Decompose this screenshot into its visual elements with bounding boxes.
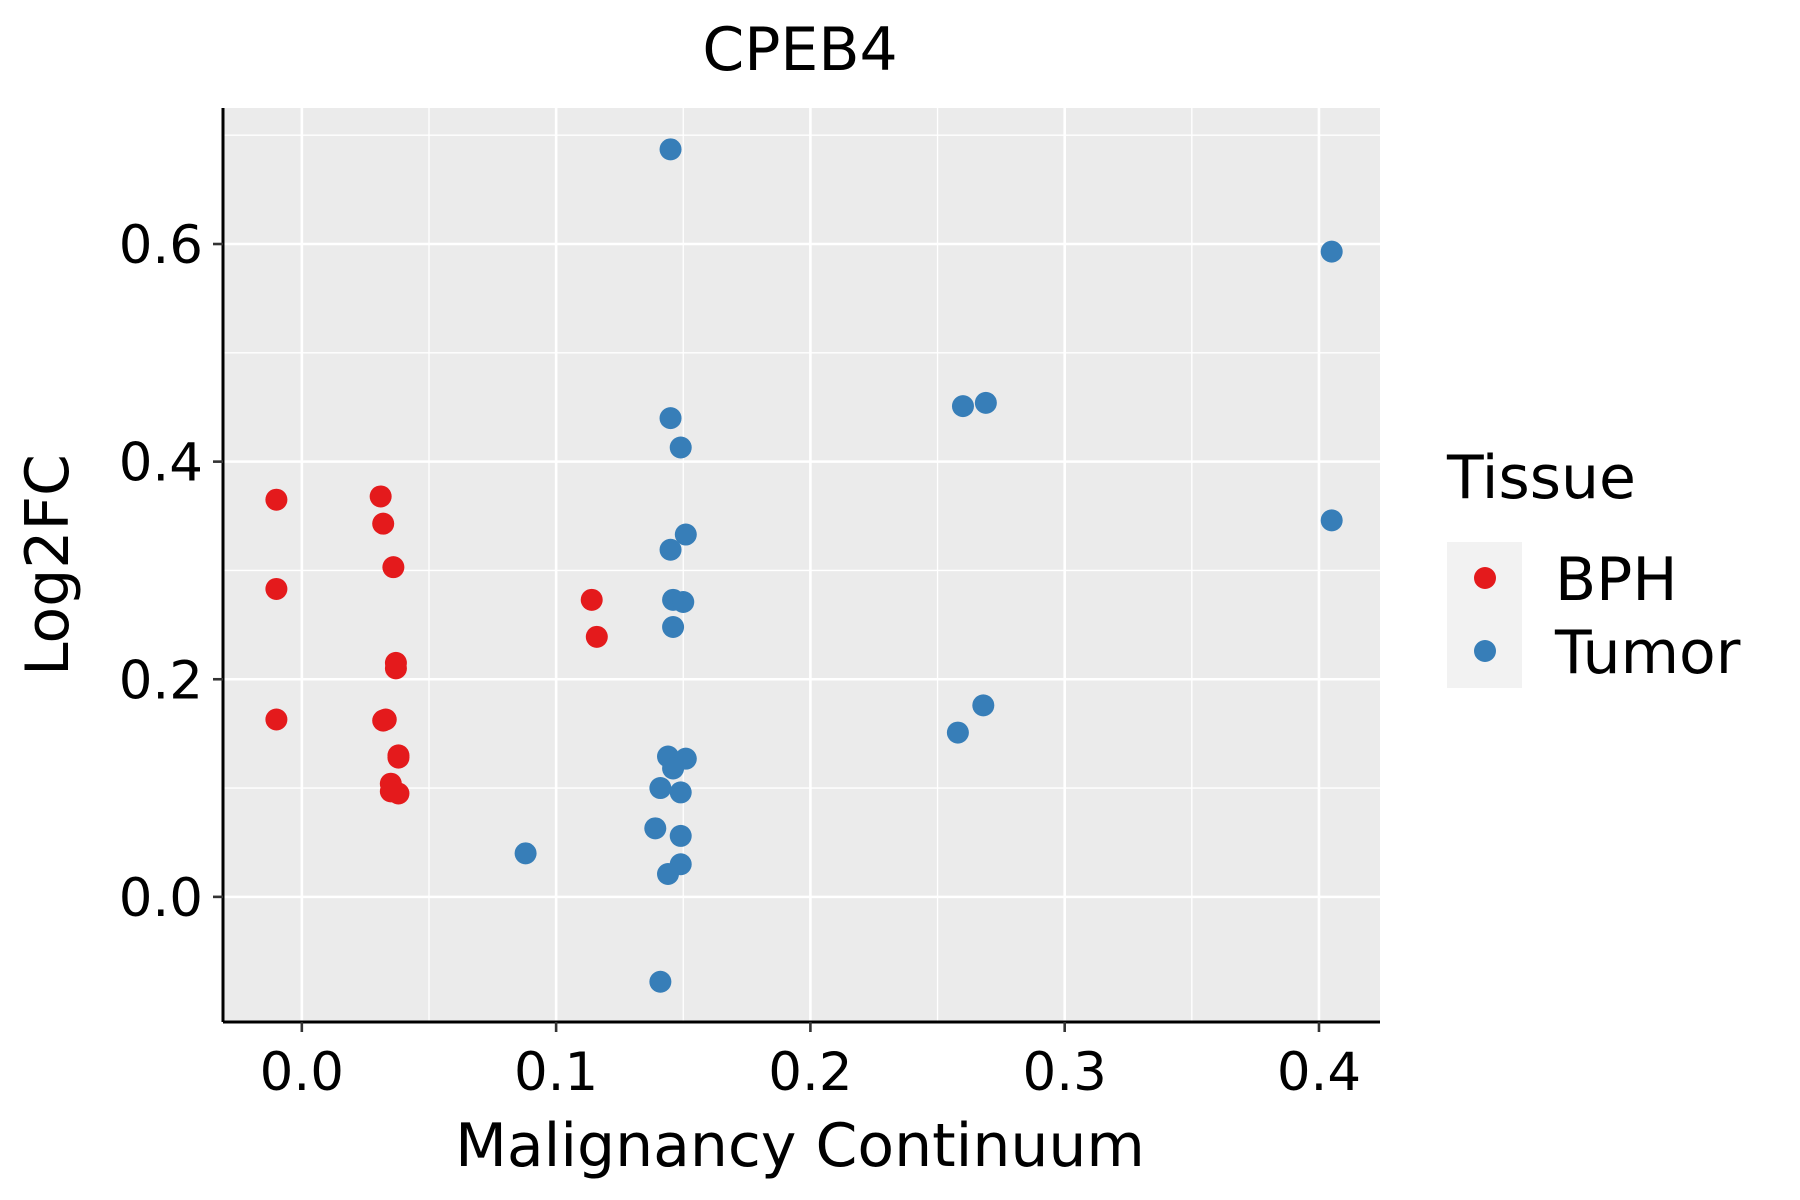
data-point-tumor xyxy=(951,395,974,418)
data-point-tumor xyxy=(669,436,692,459)
data-point-bph xyxy=(265,577,288,600)
data-point-bph xyxy=(387,746,410,769)
data-point-tumor xyxy=(1320,509,1343,532)
data-point-bph xyxy=(384,657,407,680)
y-tick-label: 0.0 xyxy=(119,868,203,929)
minor-gridlines xyxy=(223,108,1380,1022)
y-tick-label: 0.4 xyxy=(119,433,203,494)
legend-title: Tissue xyxy=(1446,443,1636,513)
data-point-tumor xyxy=(672,590,695,613)
x-tick-label: 0.4 xyxy=(1277,1042,1361,1103)
data-point-bph xyxy=(369,485,392,508)
y-tick-label: 0.2 xyxy=(119,650,203,711)
data-point-tumor xyxy=(649,777,672,800)
x-axis-title: Malignancy Continuum xyxy=(455,1111,1145,1181)
legend: Tissue BPH Tumor xyxy=(1446,443,1741,688)
legend-key-bg xyxy=(1447,542,1522,688)
data-point-tumor xyxy=(974,391,997,414)
data-point-tumor xyxy=(662,616,685,639)
legend-label-bph: BPH xyxy=(1555,545,1677,615)
data-point-tumor xyxy=(669,781,692,804)
legend-key-bph xyxy=(1474,567,1496,589)
data-point-tumor xyxy=(649,970,672,993)
data-point-tumor xyxy=(972,694,995,717)
major-gridlines xyxy=(223,108,1380,1022)
data-point-tumor xyxy=(514,842,537,865)
data-point-bph xyxy=(372,512,395,535)
data-point-bph xyxy=(387,782,410,805)
y-tick-label: 0.6 xyxy=(119,215,203,276)
chart-title: CPEB4 xyxy=(702,15,897,85)
x-tick-label: 0.1 xyxy=(514,1042,598,1103)
data-point-bph xyxy=(374,708,397,731)
legend-key-tumor xyxy=(1474,640,1496,662)
data-point-bph xyxy=(382,556,405,579)
data-point-tumor xyxy=(659,538,682,561)
data-point-tumor xyxy=(662,757,685,780)
data-point-bph xyxy=(265,708,288,731)
data-point-tumor xyxy=(674,523,697,546)
data-point-tumor xyxy=(657,863,679,886)
data-point-tumor xyxy=(946,721,969,744)
data-point-tumor xyxy=(644,817,667,840)
data-point-tumor xyxy=(1320,240,1343,263)
data-points xyxy=(265,138,1343,993)
x-tick-label: 0.0 xyxy=(260,1042,344,1103)
data-point-bph xyxy=(580,588,603,611)
y-axis-title: Log2FC xyxy=(13,454,83,676)
x-tick-label: 0.2 xyxy=(768,1042,852,1103)
data-point-tumor xyxy=(659,407,682,430)
data-point-bph xyxy=(585,625,608,648)
legend-label-tumor: Tumor xyxy=(1554,618,1741,688)
data-point-tumor xyxy=(659,138,682,161)
x-tick-label: 0.3 xyxy=(1023,1042,1107,1103)
plot-panel xyxy=(223,108,1380,1022)
data-point-bph xyxy=(265,488,288,511)
x-axis-ticks: 0.0 0.1 0.2 0.3 0.4 xyxy=(260,1022,1361,1103)
y-axis-ticks: 0.0 0.2 0.4 0.6 xyxy=(119,215,223,929)
data-point-tumor xyxy=(669,824,692,847)
